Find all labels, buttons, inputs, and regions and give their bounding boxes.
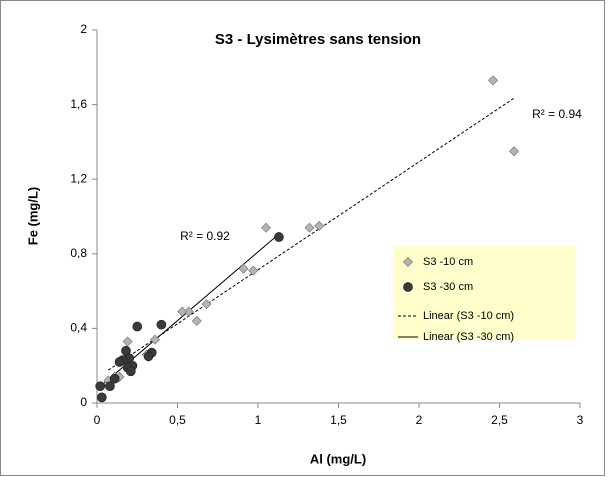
r-squared-label: R² = 0.94	[532, 107, 582, 121]
legend-label: S3 -10 cm	[423, 256, 473, 268]
legend-marker	[403, 282, 413, 292]
point	[143, 351, 154, 362]
x-tick-label: 2	[416, 413, 423, 427]
point	[238, 263, 249, 274]
point	[105, 381, 115, 392]
y-tick-label: 0,8	[70, 246, 87, 260]
point	[488, 75, 499, 86]
point	[261, 222, 272, 233]
point	[191, 315, 202, 326]
point	[274, 232, 284, 242]
point	[177, 306, 188, 317]
legend-box	[393, 246, 575, 340]
y-axis-label: Fe (mg/L)	[25, 187, 40, 246]
point	[125, 366, 136, 377]
legend-label: S3 -30 cm	[423, 281, 473, 293]
point	[114, 357, 125, 367]
point	[156, 319, 167, 330]
legend-label: Linear (S3 -10 cm)	[423, 310, 514, 322]
r-squared-label: R² = 0.92	[180, 229, 230, 243]
point	[149, 334, 160, 345]
x-axis-label: Al (mg/L)	[310, 451, 366, 466]
legend-marker	[403, 257, 413, 267]
legend-label: Linear (S3 -30 cm)	[423, 331, 514, 343]
point	[508, 146, 519, 157]
x-tick-label: 1,5	[330, 413, 347, 427]
trendline	[107, 97, 515, 371]
x-tick-label: 1	[255, 413, 262, 427]
point	[109, 373, 120, 384]
y-tick-label: 0,4	[70, 321, 87, 335]
x-tick-label: 3	[577, 413, 584, 427]
point	[201, 299, 212, 310]
x-tick-label: 0,5	[169, 413, 186, 427]
point	[95, 381, 106, 392]
point	[96, 392, 107, 403]
point	[132, 321, 143, 332]
y-tick-label: 1,6	[70, 97, 87, 111]
chart-title: S3 - Lysimètres sans tension	[215, 31, 421, 48]
y-tick-label: 2	[80, 22, 87, 36]
x-tick-label: 0	[94, 413, 101, 427]
point	[122, 336, 133, 347]
point	[304, 222, 315, 233]
y-tick-label: 1,2	[70, 171, 87, 185]
point	[314, 220, 325, 231]
y-tick-label: 0	[80, 395, 87, 409]
point	[248, 265, 259, 276]
x-tick-label: 2,5	[491, 413, 508, 427]
